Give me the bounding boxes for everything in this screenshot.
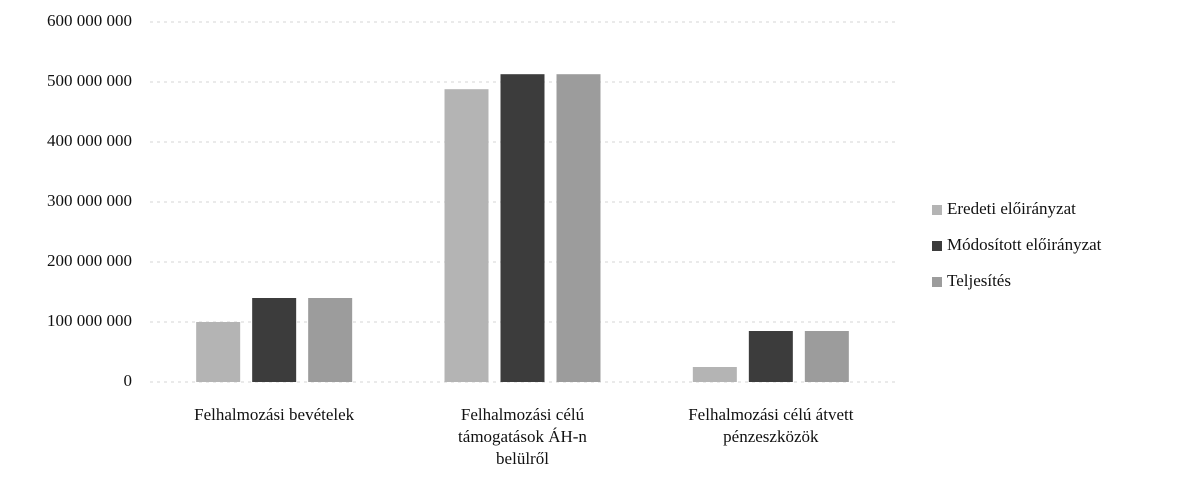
legend-swatch: [932, 241, 942, 251]
bar: [444, 89, 489, 382]
y-tick-label: 300 000 000: [47, 191, 132, 210]
x-tick-label: Felhalmozási bevételek: [194, 405, 355, 424]
bar: [500, 74, 545, 382]
x-tick-label: Felhalmozási célú átvett pénzeszközök: [688, 405, 854, 446]
x-tick-label: Felhalmozási célú támogatások ÁH-n belül…: [458, 405, 587, 468]
bar: [308, 298, 353, 382]
y-tick-label: 200 000 000: [47, 251, 132, 270]
bar: [556, 74, 601, 382]
bar: [252, 298, 297, 382]
bar: [692, 367, 737, 382]
y-tick-label: 0: [124, 371, 133, 390]
y-tick-label: 500 000 000: [47, 71, 132, 90]
y-tick-label: 400 000 000: [47, 131, 132, 150]
y-tick-label: 600 000 000: [47, 11, 132, 30]
bar: [196, 322, 241, 382]
legend-label: Eredeti előirányzat: [947, 199, 1076, 218]
legend-label: Módosított előirányzat: [947, 235, 1102, 254]
legend-swatch: [932, 205, 942, 215]
legend-swatch: [932, 277, 942, 287]
y-tick-label: 100 000 000: [47, 311, 132, 330]
bar: [804, 331, 849, 382]
bar: [748, 331, 793, 382]
legend-label: Teljesítés: [947, 271, 1011, 290]
